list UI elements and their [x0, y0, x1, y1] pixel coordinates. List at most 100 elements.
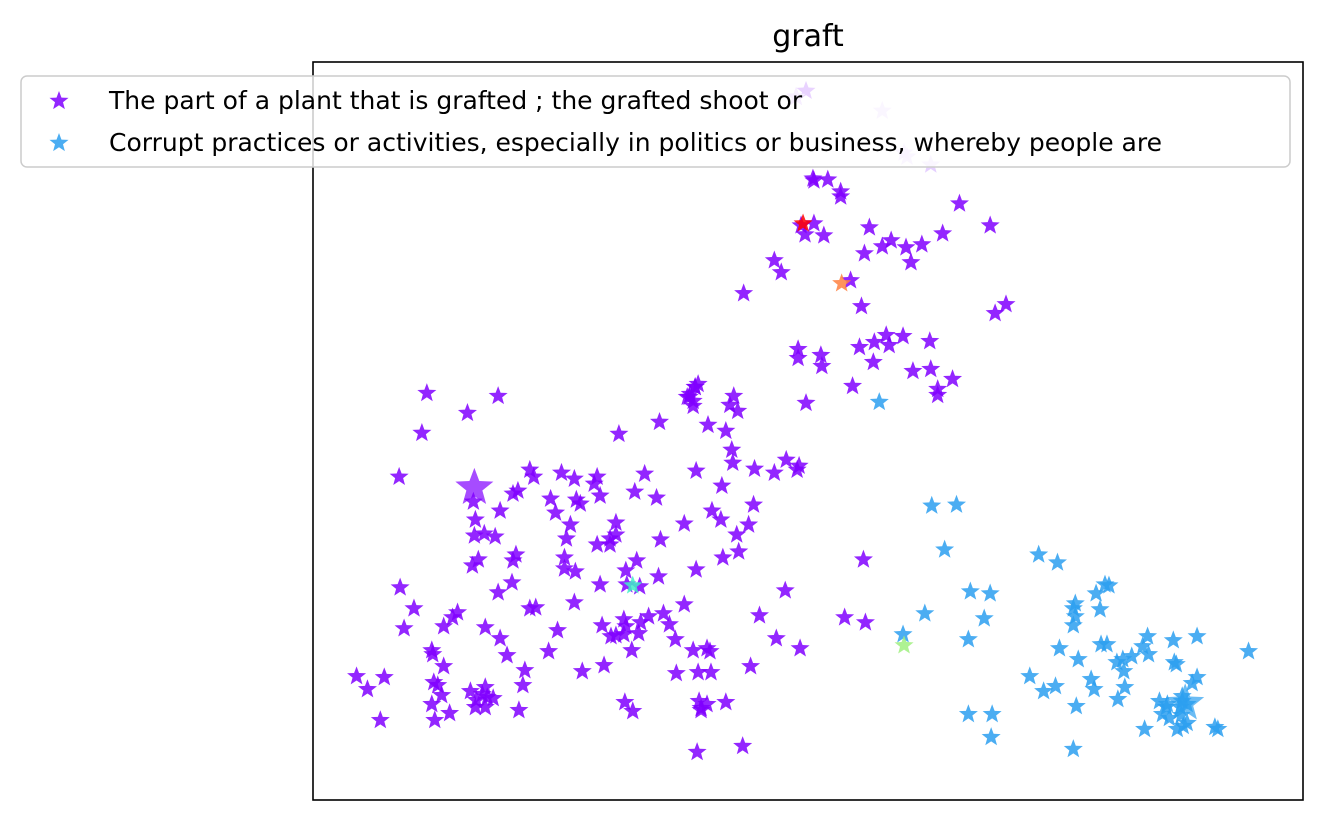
- legend-marker-series-2: [49, 133, 69, 152]
- data-point: [789, 455, 809, 474]
- data-point: [764, 462, 784, 481]
- data-point: [434, 656, 454, 675]
- data-point: [688, 662, 708, 681]
- data-point: [1086, 583, 1106, 602]
- data-point: [1090, 599, 1110, 618]
- data-point: [551, 462, 571, 481]
- data-point: [716, 692, 736, 711]
- data-point: [515, 660, 535, 679]
- data-point: [390, 577, 410, 596]
- data-point: [1139, 644, 1159, 663]
- data-point: [958, 704, 978, 723]
- data-point: [935, 539, 955, 558]
- data-point: [949, 193, 969, 212]
- highlighted-point: [623, 575, 643, 594]
- data-point: [1081, 669, 1101, 688]
- data-point: [996, 294, 1016, 313]
- data-point: [1164, 652, 1184, 671]
- data-point: [541, 488, 561, 507]
- data-point: [556, 528, 576, 547]
- data-point: [374, 667, 394, 686]
- data-point: [912, 234, 932, 253]
- data-point: [683, 640, 703, 659]
- data-point: [448, 602, 468, 621]
- data-point: [490, 628, 510, 647]
- data-point: [922, 495, 942, 514]
- data-point: [475, 697, 495, 716]
- emphasized-point: [455, 467, 494, 505]
- data-point: [440, 703, 460, 722]
- data-point: [853, 549, 873, 568]
- data-point: [649, 412, 670, 431]
- data-point: [1063, 598, 1083, 617]
- data-point: [698, 415, 718, 434]
- data-point: [1163, 630, 1183, 649]
- data-point: [1133, 636, 1153, 655]
- data-point: [497, 645, 517, 664]
- data-point: [572, 661, 592, 680]
- data-point: [520, 598, 540, 617]
- data-point: [1097, 634, 1117, 653]
- data-point: [1114, 661, 1134, 680]
- emphasized-point: [1166, 683, 1205, 720]
- data-point: [701, 662, 721, 681]
- data-point: [804, 213, 824, 232]
- highlighted-point: [894, 635, 914, 654]
- data-point: [457, 403, 477, 422]
- data-point: [863, 352, 883, 371]
- legend: The part of a plant that is grafted ; th…: [20, 75, 1291, 168]
- data-point: [1115, 677, 1135, 696]
- data-point: [1187, 626, 1207, 645]
- data-point: [590, 485, 610, 504]
- data-point: [606, 512, 626, 531]
- data-point: [1138, 626, 1158, 645]
- data-point: [788, 348, 808, 367]
- data-point: [734, 283, 754, 302]
- data-point: [584, 473, 604, 492]
- data-point: [422, 694, 442, 713]
- data-point: [417, 383, 437, 402]
- highlighted-point: [793, 213, 813, 232]
- data-point: [928, 385, 948, 404]
- data-point: [647, 487, 667, 506]
- data-point: [466, 690, 486, 709]
- data-point: [1107, 652, 1127, 671]
- data-point: [616, 560, 636, 579]
- data-point: [1177, 713, 1197, 732]
- data-point: [1187, 667, 1207, 686]
- data-point: [933, 223, 953, 242]
- data-point: [474, 523, 494, 542]
- data-point: [564, 468, 584, 487]
- data-point: [697, 694, 717, 713]
- data-point: [623, 701, 643, 720]
- data-point: [653, 603, 673, 622]
- data-point: [475, 617, 495, 636]
- data-point: [1182, 673, 1202, 692]
- data-point: [749, 605, 769, 624]
- data-point: [903, 361, 923, 380]
- data-point: [980, 583, 1000, 602]
- data-point: [609, 423, 629, 443]
- data-point: [872, 236, 892, 255]
- data-point: [524, 466, 544, 485]
- data-point: [680, 384, 700, 403]
- data-point: [464, 525, 484, 544]
- data-point: [1065, 593, 1085, 612]
- data-point: [389, 466, 409, 485]
- data-point: [688, 374, 708, 393]
- data-point: [985, 303, 1005, 322]
- data-point: [1029, 544, 1049, 563]
- data-point: [629, 623, 649, 642]
- data-point: [1113, 649, 1133, 668]
- data-point: [490, 500, 510, 519]
- data-point: [843, 376, 863, 395]
- data-point: [503, 483, 523, 502]
- data-point: [424, 672, 444, 691]
- data-point: [1239, 641, 1259, 660]
- data-point: [423, 644, 443, 663]
- data-point: [723, 452, 743, 471]
- data-point: [465, 509, 485, 528]
- data-point: [1049, 638, 1069, 657]
- data-point: [686, 559, 706, 578]
- data-point: [539, 641, 559, 660]
